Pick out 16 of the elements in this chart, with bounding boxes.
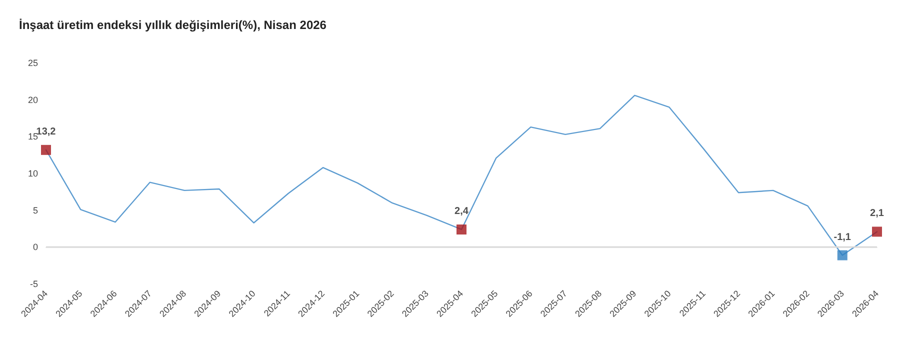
- y-tick-label: 0: [32, 242, 38, 252]
- data-label: -1,1: [834, 232, 852, 243]
- point: [837, 250, 848, 260]
- y-tick-label: -5: [30, 279, 38, 289]
- point: [41, 144, 51, 155]
- chart-title: İnşaat üretim endeksi yıllık değişimleri(%), Nisan 2026: [19, 18, 327, 32]
- y-tick-label: 20: [28, 94, 38, 105]
- point: [872, 226, 882, 237]
- data-label: 2,4: [454, 206, 469, 217]
- data-label: 2,1: [870, 208, 884, 220]
- y-tick-label: 25: [28, 58, 38, 68]
- data-label: 13,2: [36, 126, 56, 138]
- y-tick-label: 15: [28, 132, 38, 142]
- y-tick-label: 5: [32, 205, 38, 216]
- y-tick-label: 10: [28, 168, 38, 178]
- point: [456, 224, 466, 234]
